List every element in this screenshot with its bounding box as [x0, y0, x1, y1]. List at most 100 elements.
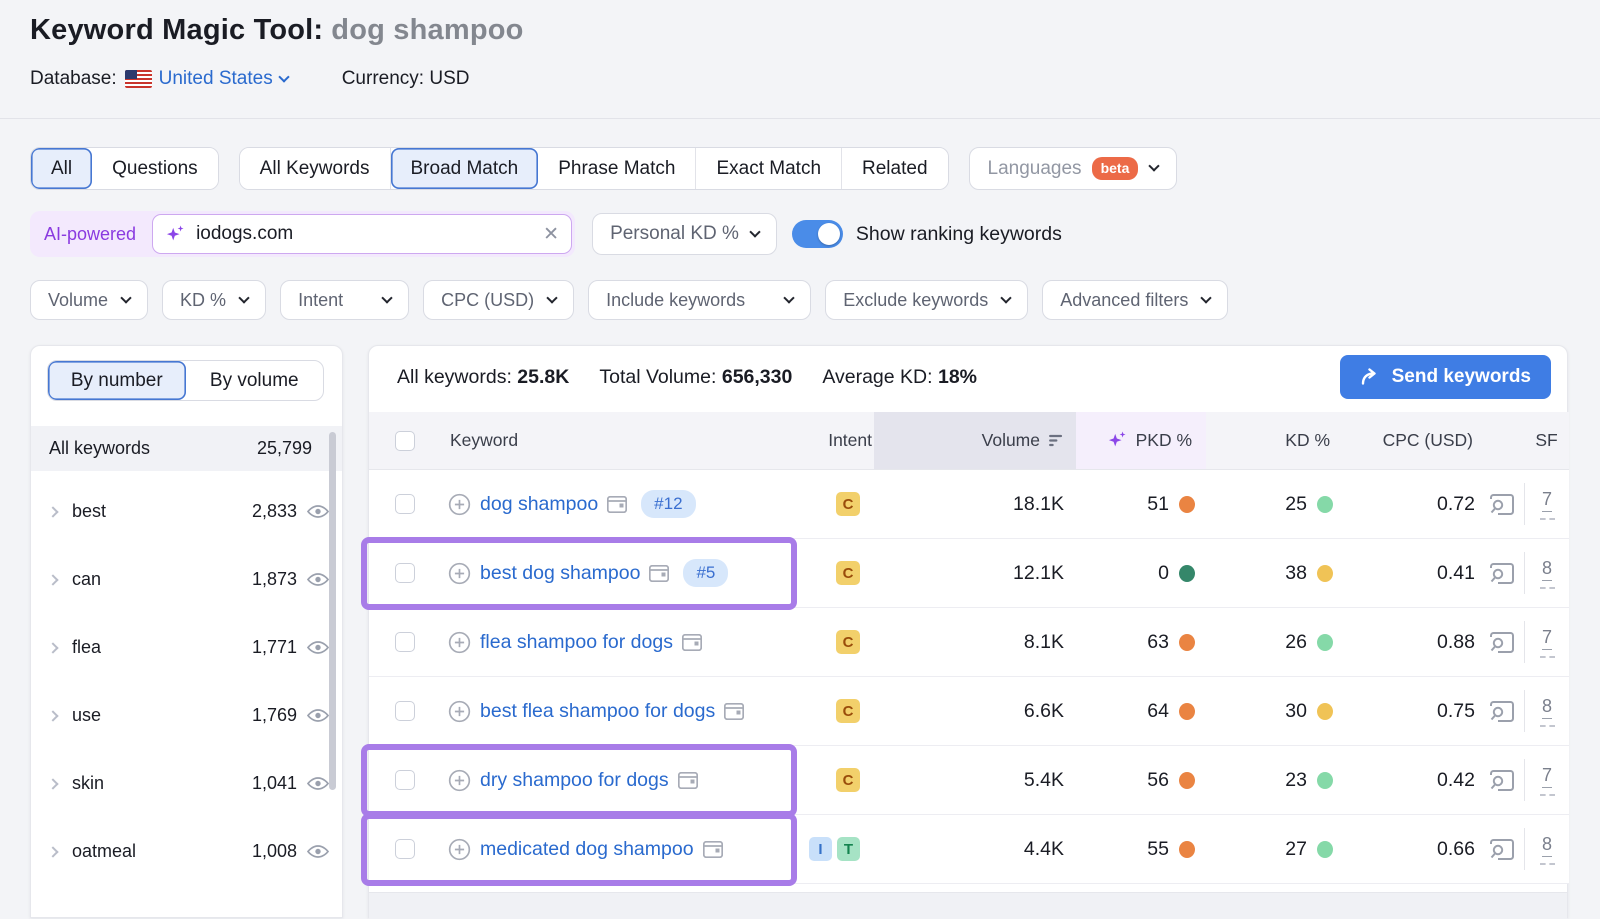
keyword-link[interactable]: dry shampoo for dogs	[480, 768, 669, 791]
row-checkbox[interactable]	[395, 563, 415, 583]
pkd-value: 55	[1147, 837, 1169, 860]
column-header-cpc[interactable]: CPC (USD)	[1382, 430, 1473, 450]
group-item-flea[interactable]: flea 1,771	[31, 613, 342, 681]
eye-icon[interactable]	[306, 640, 330, 655]
sidebar-sort-tabs: By number By volume	[47, 360, 324, 401]
sf-placeholder-dashes	[1539, 793, 1555, 796]
add-keyword-icon[interactable]	[448, 562, 471, 585]
languages-dropdown[interactable]: Languages beta	[968, 147, 1178, 190]
keyword-search-box[interactable]: ✕	[152, 214, 573, 254]
kd-value: 27	[1285, 837, 1307, 860]
filter-kd[interactable]: KD %	[162, 280, 267, 320]
column-header-kd[interactable]: KD %	[1285, 430, 1330, 450]
serp-preview-icon[interactable]	[1479, 838, 1524, 861]
all-keywords-row[interactable]: All keywords 25,799	[31, 426, 342, 471]
row-checkbox[interactable]	[395, 632, 415, 652]
tab-all-keywords[interactable]: All Keywords	[239, 148, 391, 189]
group-item-best[interactable]: best 2,833	[31, 477, 342, 545]
column-header-pkd[interactable]: PKD %	[1076, 412, 1206, 469]
serp-preview-icon[interactable]	[1479, 700, 1524, 723]
personal-kd-dropdown[interactable]: Personal KD %	[592, 213, 777, 255]
group-item-can[interactable]: can 1,873	[31, 545, 342, 613]
sf-count[interactable]: 7	[1541, 764, 1552, 788]
stat-average-kd: Average KD: 18%	[822, 365, 977, 388]
sort-descending-icon	[1049, 434, 1064, 447]
send-keywords-button[interactable]: Send keywords	[1339, 355, 1551, 399]
column-header-sf[interactable]: SF	[1535, 430, 1558, 450]
serp-features-icon[interactable]	[681, 633, 702, 651]
keyword-link[interactable]: best dog shampoo	[480, 561, 641, 584]
filter-include-keywords[interactable]: Include keywords	[588, 280, 812, 320]
sf-count[interactable]: 7	[1541, 626, 1552, 650]
chevron-down-icon	[1148, 160, 1161, 172]
clear-search-icon[interactable]: ✕	[543, 223, 560, 245]
tab-exact-match[interactable]: Exact Match	[696, 148, 843, 189]
intent-badge-commercial: C	[836, 492, 860, 516]
serp-preview-icon[interactable]	[1479, 493, 1524, 516]
filter-intent[interactable]: Intent	[280, 280, 410, 320]
add-keyword-icon[interactable]	[448, 700, 471, 723]
sf-count[interactable]: 8	[1541, 833, 1552, 857]
table-row[interactable]: flea shampoo for dogs C 8.1K 63 26 0.88 …	[369, 608, 1569, 677]
add-keyword-icon[interactable]	[448, 493, 471, 516]
group-item-use[interactable]: use 1,769	[31, 681, 342, 749]
sidebar-scrollbar[interactable]	[329, 432, 336, 790]
sf-count[interactable]: 7	[1541, 488, 1552, 512]
column-header-volume[interactable]: Volume	[874, 412, 1076, 469]
show-ranking-toggle[interactable]	[791, 220, 843, 248]
select-all-checkbox[interactable]	[395, 430, 415, 451]
sf-count[interactable]: 8	[1541, 557, 1552, 581]
add-keyword-icon[interactable]	[448, 631, 471, 654]
keyword-link[interactable]: flea shampoo for dogs	[480, 630, 673, 653]
tab-phrase-match[interactable]: Phrase Match	[538, 148, 697, 189]
filter-volume[interactable]: Volume	[30, 280, 149, 320]
serp-features-icon[interactable]	[702, 840, 723, 858]
serp-preview-icon[interactable]	[1479, 769, 1524, 792]
eye-icon[interactable]	[306, 504, 330, 519]
tab-by-volume[interactable]: By volume	[209, 369, 299, 391]
serp-features-icon[interactable]	[724, 702, 745, 720]
serp-preview-icon[interactable]	[1479, 631, 1524, 654]
filter-advanced[interactable]: Advanced filters	[1042, 280, 1229, 320]
keyword-link[interactable]: best flea shampoo for dogs	[480, 699, 716, 722]
group-item-skin[interactable]: skin 1,041	[31, 749, 342, 817]
add-keyword-icon[interactable]	[448, 769, 471, 792]
table-row[interactable]: medicated dog shampoo I T 4.4K 55 27 0.6…	[361, 813, 1569, 886]
tab-by-number[interactable]: By number	[48, 361, 186, 400]
search-input[interactable]	[196, 223, 534, 245]
serp-preview-icon[interactable]	[1479, 562, 1524, 585]
serp-features-icon[interactable]	[607, 495, 628, 513]
table-row[interactable]: dry shampoo for dogs C 5.4K 56 23 0.42 7	[361, 744, 1569, 817]
serp-features-icon[interactable]	[677, 771, 698, 789]
add-keyword-icon[interactable]	[448, 838, 471, 861]
tab-all[interactable]: All	[31, 148, 93, 189]
eye-icon[interactable]	[306, 844, 330, 859]
column-header-intent[interactable]: Intent	[828, 430, 872, 450]
table-row[interactable]: best dog shampoo #5 C 12.1K 0 38 0.41 8	[361, 537, 1569, 610]
tab-questions[interactable]: Questions	[92, 148, 218, 189]
filter-cpc[interactable]: CPC (USD)	[423, 280, 575, 320]
row-checkbox[interactable]	[395, 494, 415, 514]
serp-features-icon[interactable]	[649, 564, 670, 582]
row-checkbox[interactable]	[395, 701, 415, 721]
eye-icon[interactable]	[306, 776, 330, 791]
column-header-keyword[interactable]: Keyword	[450, 430, 519, 450]
table-row[interactable]: best flea shampoo for dogs C 6.6K 64 30 …	[369, 677, 1569, 746]
cpc-value: 0.41	[1437, 561, 1475, 584]
tab-related[interactable]: Related	[842, 148, 948, 189]
keyword-link[interactable]: dog shampoo	[480, 492, 599, 515]
row-checkbox[interactable]	[395, 839, 415, 859]
database-selector[interactable]: United States	[124, 68, 290, 90]
table-row[interactable]: dog shampoo #12 C 18.1K 51 25 0.72 7	[369, 470, 1569, 539]
cpc-value: 0.88	[1437, 630, 1475, 653]
pkd-dot	[1179, 633, 1195, 651]
group-item-oatmeal[interactable]: oatmeal 1,008	[31, 817, 342, 885]
eye-icon[interactable]	[306, 708, 330, 723]
intent-badge-commercial: C	[836, 561, 860, 585]
row-checkbox[interactable]	[395, 770, 415, 790]
tab-broad-match[interactable]: Broad Match	[390, 148, 539, 189]
filter-exclude-keywords[interactable]: Exclude keywords	[825, 280, 1029, 320]
sf-count[interactable]: 8	[1541, 695, 1552, 719]
keyword-link[interactable]: medicated dog shampoo	[480, 837, 694, 860]
eye-icon[interactable]	[306, 572, 330, 587]
